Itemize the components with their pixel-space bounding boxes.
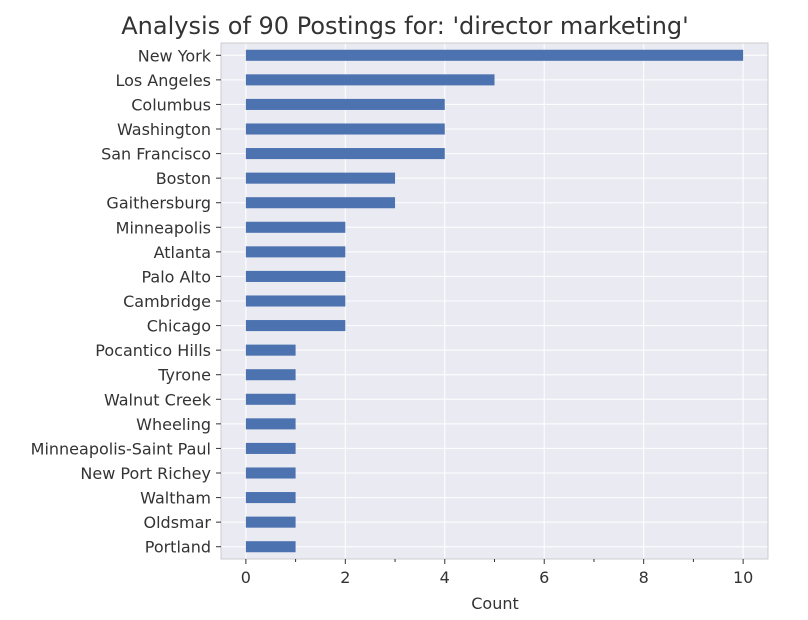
x-tick-label: 6: [539, 568, 549, 587]
y-tick-label: New York: [138, 46, 212, 65]
y-tick-label: Walnut Creek: [104, 390, 212, 409]
bar: [245, 516, 296, 528]
y-tick-label: Portland: [145, 538, 211, 557]
bar: [245, 49, 744, 61]
bar: [245, 295, 346, 307]
bars: [245, 49, 744, 553]
bar: [245, 492, 296, 504]
y-tick-label: San Francisco: [101, 145, 211, 164]
bar: [245, 541, 296, 553]
y-tick-label: Los Angeles: [115, 71, 211, 90]
x-tick-label: 10: [733, 568, 753, 587]
y-tick-label: Minneapolis-Saint Paul: [31, 439, 211, 458]
y-tick-label: Cambridge: [123, 292, 211, 311]
y-tick-label: Washington: [117, 120, 211, 139]
chart-title: Analysis of 90 Postings for: 'director m…: [121, 12, 688, 40]
x-tick-label: 2: [340, 568, 350, 587]
bar: [245, 467, 296, 479]
bar: [245, 74, 495, 86]
y-tick-label: Atlanta: [154, 243, 211, 262]
bar: [245, 123, 445, 135]
x-tick-label: 8: [639, 568, 649, 587]
y-tick-label: New Port Richey: [80, 464, 211, 483]
x-tick-label: 0: [241, 568, 251, 587]
y-tick-label: Chicago: [147, 317, 211, 336]
bar: [245, 246, 346, 258]
bar: [245, 197, 396, 209]
y-tick-label: Tyrone: [157, 366, 211, 385]
bar: [245, 418, 296, 430]
y-tick-labels: New York Los Angeles Columbus Washington San…: [31, 46, 221, 557]
y-tick-label: Gaithersburg: [106, 194, 211, 213]
plot-area: [220, 42, 769, 560]
bar: [245, 393, 296, 405]
bar: [245, 148, 445, 160]
y-tick-label: Boston: [156, 169, 211, 188]
bar: [245, 442, 296, 454]
y-tick-label: Oldsmar: [144, 513, 212, 532]
x-tick-label: 4: [440, 568, 450, 587]
y-tick-label: Waltham: [140, 489, 211, 508]
bar: [245, 344, 296, 356]
y-tick-label: Palo Alto: [141, 267, 211, 286]
bar: [245, 320, 346, 332]
x-tick-labels: 0 2 4 6 8 10: [241, 559, 753, 587]
bar: [245, 172, 396, 184]
bar: [245, 369, 296, 381]
y-tick-label: Pocantico Hills: [95, 341, 211, 360]
bar: [245, 221, 346, 233]
y-tick-label: Columbus: [131, 95, 211, 114]
y-tick-label: Wheeling: [136, 415, 211, 434]
bar: [245, 98, 445, 110]
x-axis-label: Count: [471, 594, 519, 613]
bar: [245, 270, 346, 282]
y-tick-label: Minneapolis: [116, 218, 211, 237]
